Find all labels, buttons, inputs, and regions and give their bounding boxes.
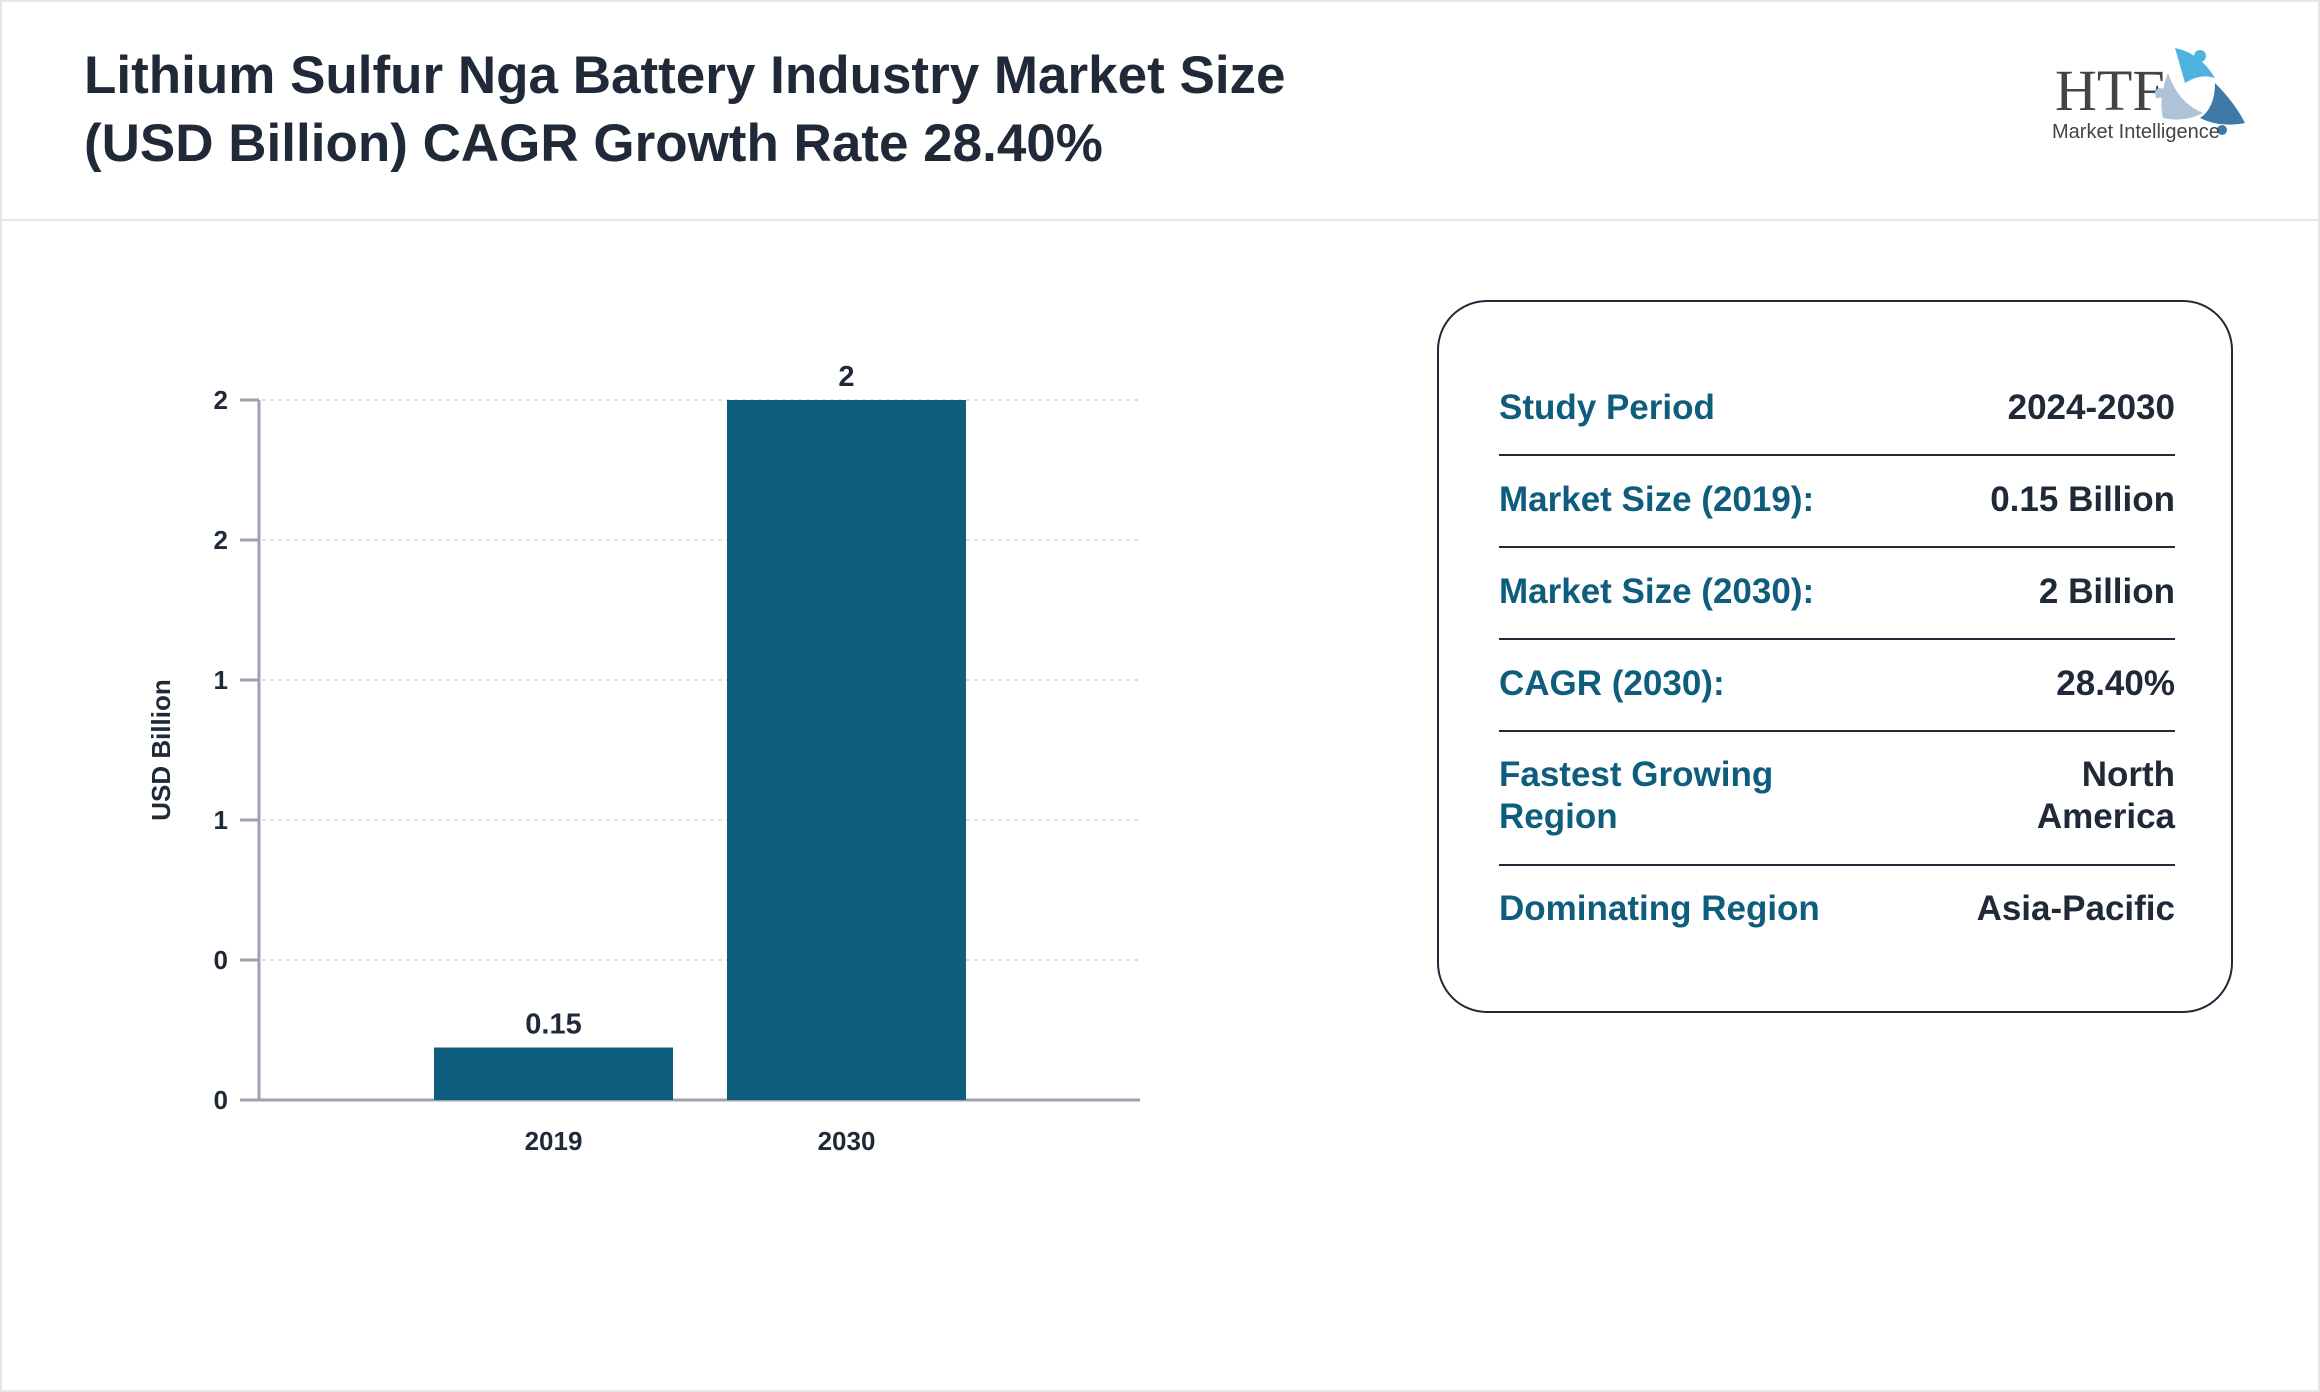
y-tick-label: 0 <box>214 1085 228 1115</box>
svg-text:HTF: HTF <box>2055 58 2165 123</box>
bar-2030 <box>727 400 966 1100</box>
row-value: Asia-Pacific <box>1976 889 2175 928</box>
row-label: Dominating Region <box>1499 889 1820 928</box>
summary-row-cagr: CAGR (2030): 28.40% <box>1499 663 2175 705</box>
y-axis-label: USD Billion <box>146 679 176 821</box>
row-label: Market Size (2019): <box>1499 480 1815 519</box>
summary-row-market-size-2030: Market Size (2030): 2 Billion <box>1499 571 2175 613</box>
summary-row-fastest-growing-region: Fastest Growing Region North America <box>1499 754 2175 838</box>
summary-row-dominating-region: Dominating Region Asia-Pacific <box>1499 888 2175 930</box>
summary-row-study-period: Study Period 2024-2030 <box>1499 387 2175 429</box>
row-value: 28.40% <box>2056 664 2175 703</box>
summary-row-market-size-2019: Market Size (2019): 0.15 Billion <box>1499 479 2175 521</box>
divider <box>1499 638 2175 640</box>
divider <box>1499 864 2175 866</box>
row-value: 2 Billion <box>2038 572 2175 611</box>
y-tick-label: 2 <box>214 385 228 415</box>
title-line-2: (USD Billion) CAGR Growth Rate 28.40% <box>84 114 1103 173</box>
bar-2019 <box>434 1047 673 1100</box>
x-tick-label: 2019 <box>525 1126 583 1156</box>
row-value: 2024-2030 <box>2007 388 2175 427</box>
data-label: 2 <box>838 361 854 393</box>
title-line-1: Lithium Sulfur Nga Battery Industry Mark… <box>84 46 1286 105</box>
row-label: Market Size (2030): <box>1499 572 1815 611</box>
divider <box>1499 730 2175 732</box>
row-value: North America <box>2036 755 2175 836</box>
summary-card: Study Period 2024-2030 Market Size (2019… <box>1437 300 2233 1013</box>
row-label: Fastest Growing Region <box>1499 755 1774 836</box>
logo-subtext: Market Intelligence <box>2052 121 2220 143</box>
htf-logo: HTF Market Intelligence <box>2052 48 2245 143</box>
x-tick-label: 2030 <box>818 1126 876 1156</box>
y-tick-label: 0 <box>214 945 228 975</box>
y-tick-label: 1 <box>214 805 228 835</box>
data-label: 0.15 <box>525 1009 581 1041</box>
row-label: CAGR (2030): <box>1499 664 1725 703</box>
y-tick-label: 2 <box>214 525 228 555</box>
divider <box>1499 454 2175 456</box>
y-tick-label: 1 <box>214 665 228 695</box>
bar-chart: 0 0 1 1 2 2 0.15 2019 2 2030 USD Billion <box>146 361 1140 1156</box>
page-title: Lithium Sulfur Nga Battery Industry Mark… <box>84 42 1286 178</box>
row-value: 0.15 Billion <box>1990 480 2175 519</box>
divider <box>1499 546 2175 548</box>
header: Lithium Sulfur Nga Battery Industry Mark… <box>0 0 2320 221</box>
row-label: Study Period <box>1499 388 1715 427</box>
